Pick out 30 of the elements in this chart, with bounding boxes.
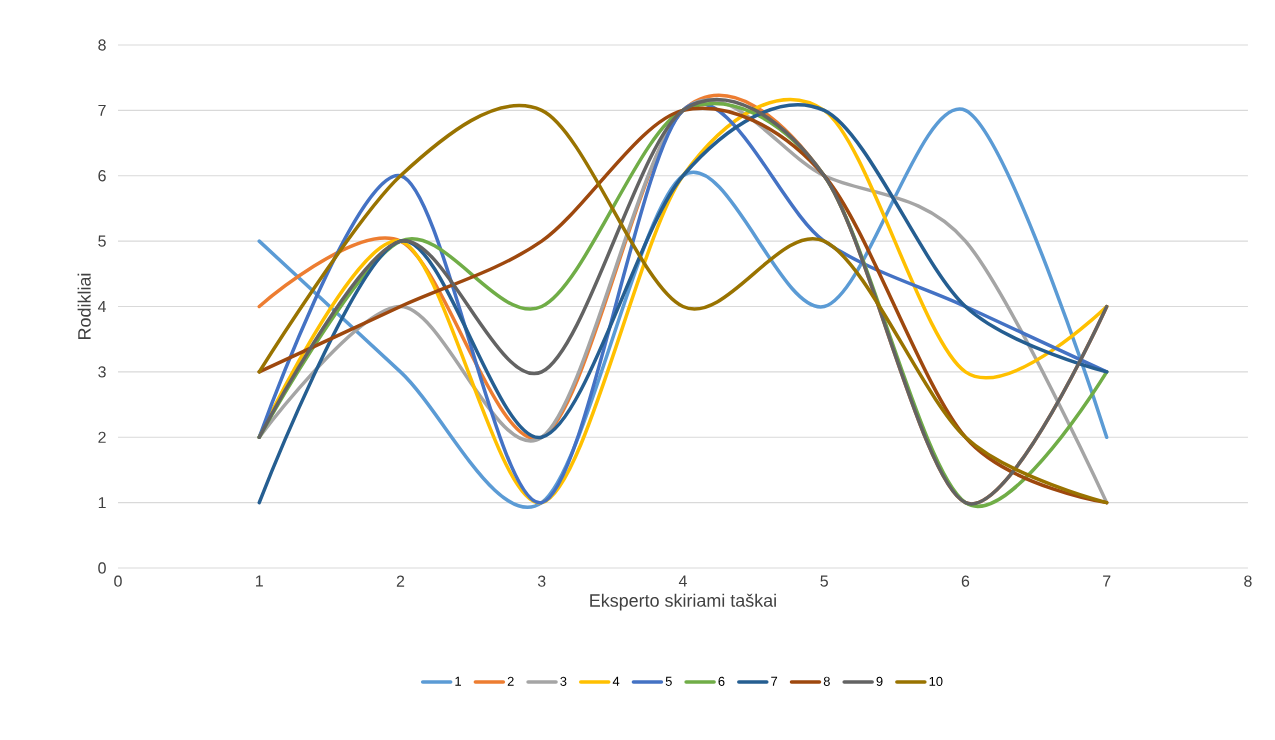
legend-label: 1 xyxy=(455,676,461,686)
x-tick-label: 0 xyxy=(114,575,122,587)
y-axis-title: Rodikliai xyxy=(77,273,91,339)
x-tick-label: 6 xyxy=(961,575,970,587)
x-tick-label: 8 xyxy=(1244,575,1252,587)
x-tick-label: 3 xyxy=(537,575,546,587)
x-tick-label: 2 xyxy=(396,575,405,587)
legend-label: 3 xyxy=(560,676,567,686)
y-tick-label: 4 xyxy=(97,301,107,312)
y-tick-label: 5 xyxy=(98,235,106,247)
y-tick-label: 2 xyxy=(98,431,106,443)
y-tick-label: 7 xyxy=(98,104,106,116)
x-tick-label: 7 xyxy=(1103,575,1111,587)
y-tick-label: 6 xyxy=(98,170,106,182)
legend-label: 8 xyxy=(823,676,830,686)
x-tick-label: 5 xyxy=(820,575,828,587)
y-tick-label: 8 xyxy=(98,39,106,51)
legend-label: 9 xyxy=(876,676,883,686)
legend-label: 2 xyxy=(507,676,514,686)
y-tick-label: 0 xyxy=(98,562,106,574)
legend-label: 5 xyxy=(665,676,672,686)
legend-label: 6 xyxy=(718,676,725,686)
y-tick-label: 1 xyxy=(98,497,106,509)
x-axis-title: Eksperto skiriami taškai xyxy=(590,593,776,611)
x-tick-label: 1 xyxy=(256,575,263,587)
legend-label: 7 xyxy=(771,676,778,686)
legend-label: 10 xyxy=(929,676,943,686)
x-tick-label: 4 xyxy=(678,575,687,587)
y-tick-label: 3 xyxy=(98,366,106,378)
legend-label: 4 xyxy=(612,676,620,686)
